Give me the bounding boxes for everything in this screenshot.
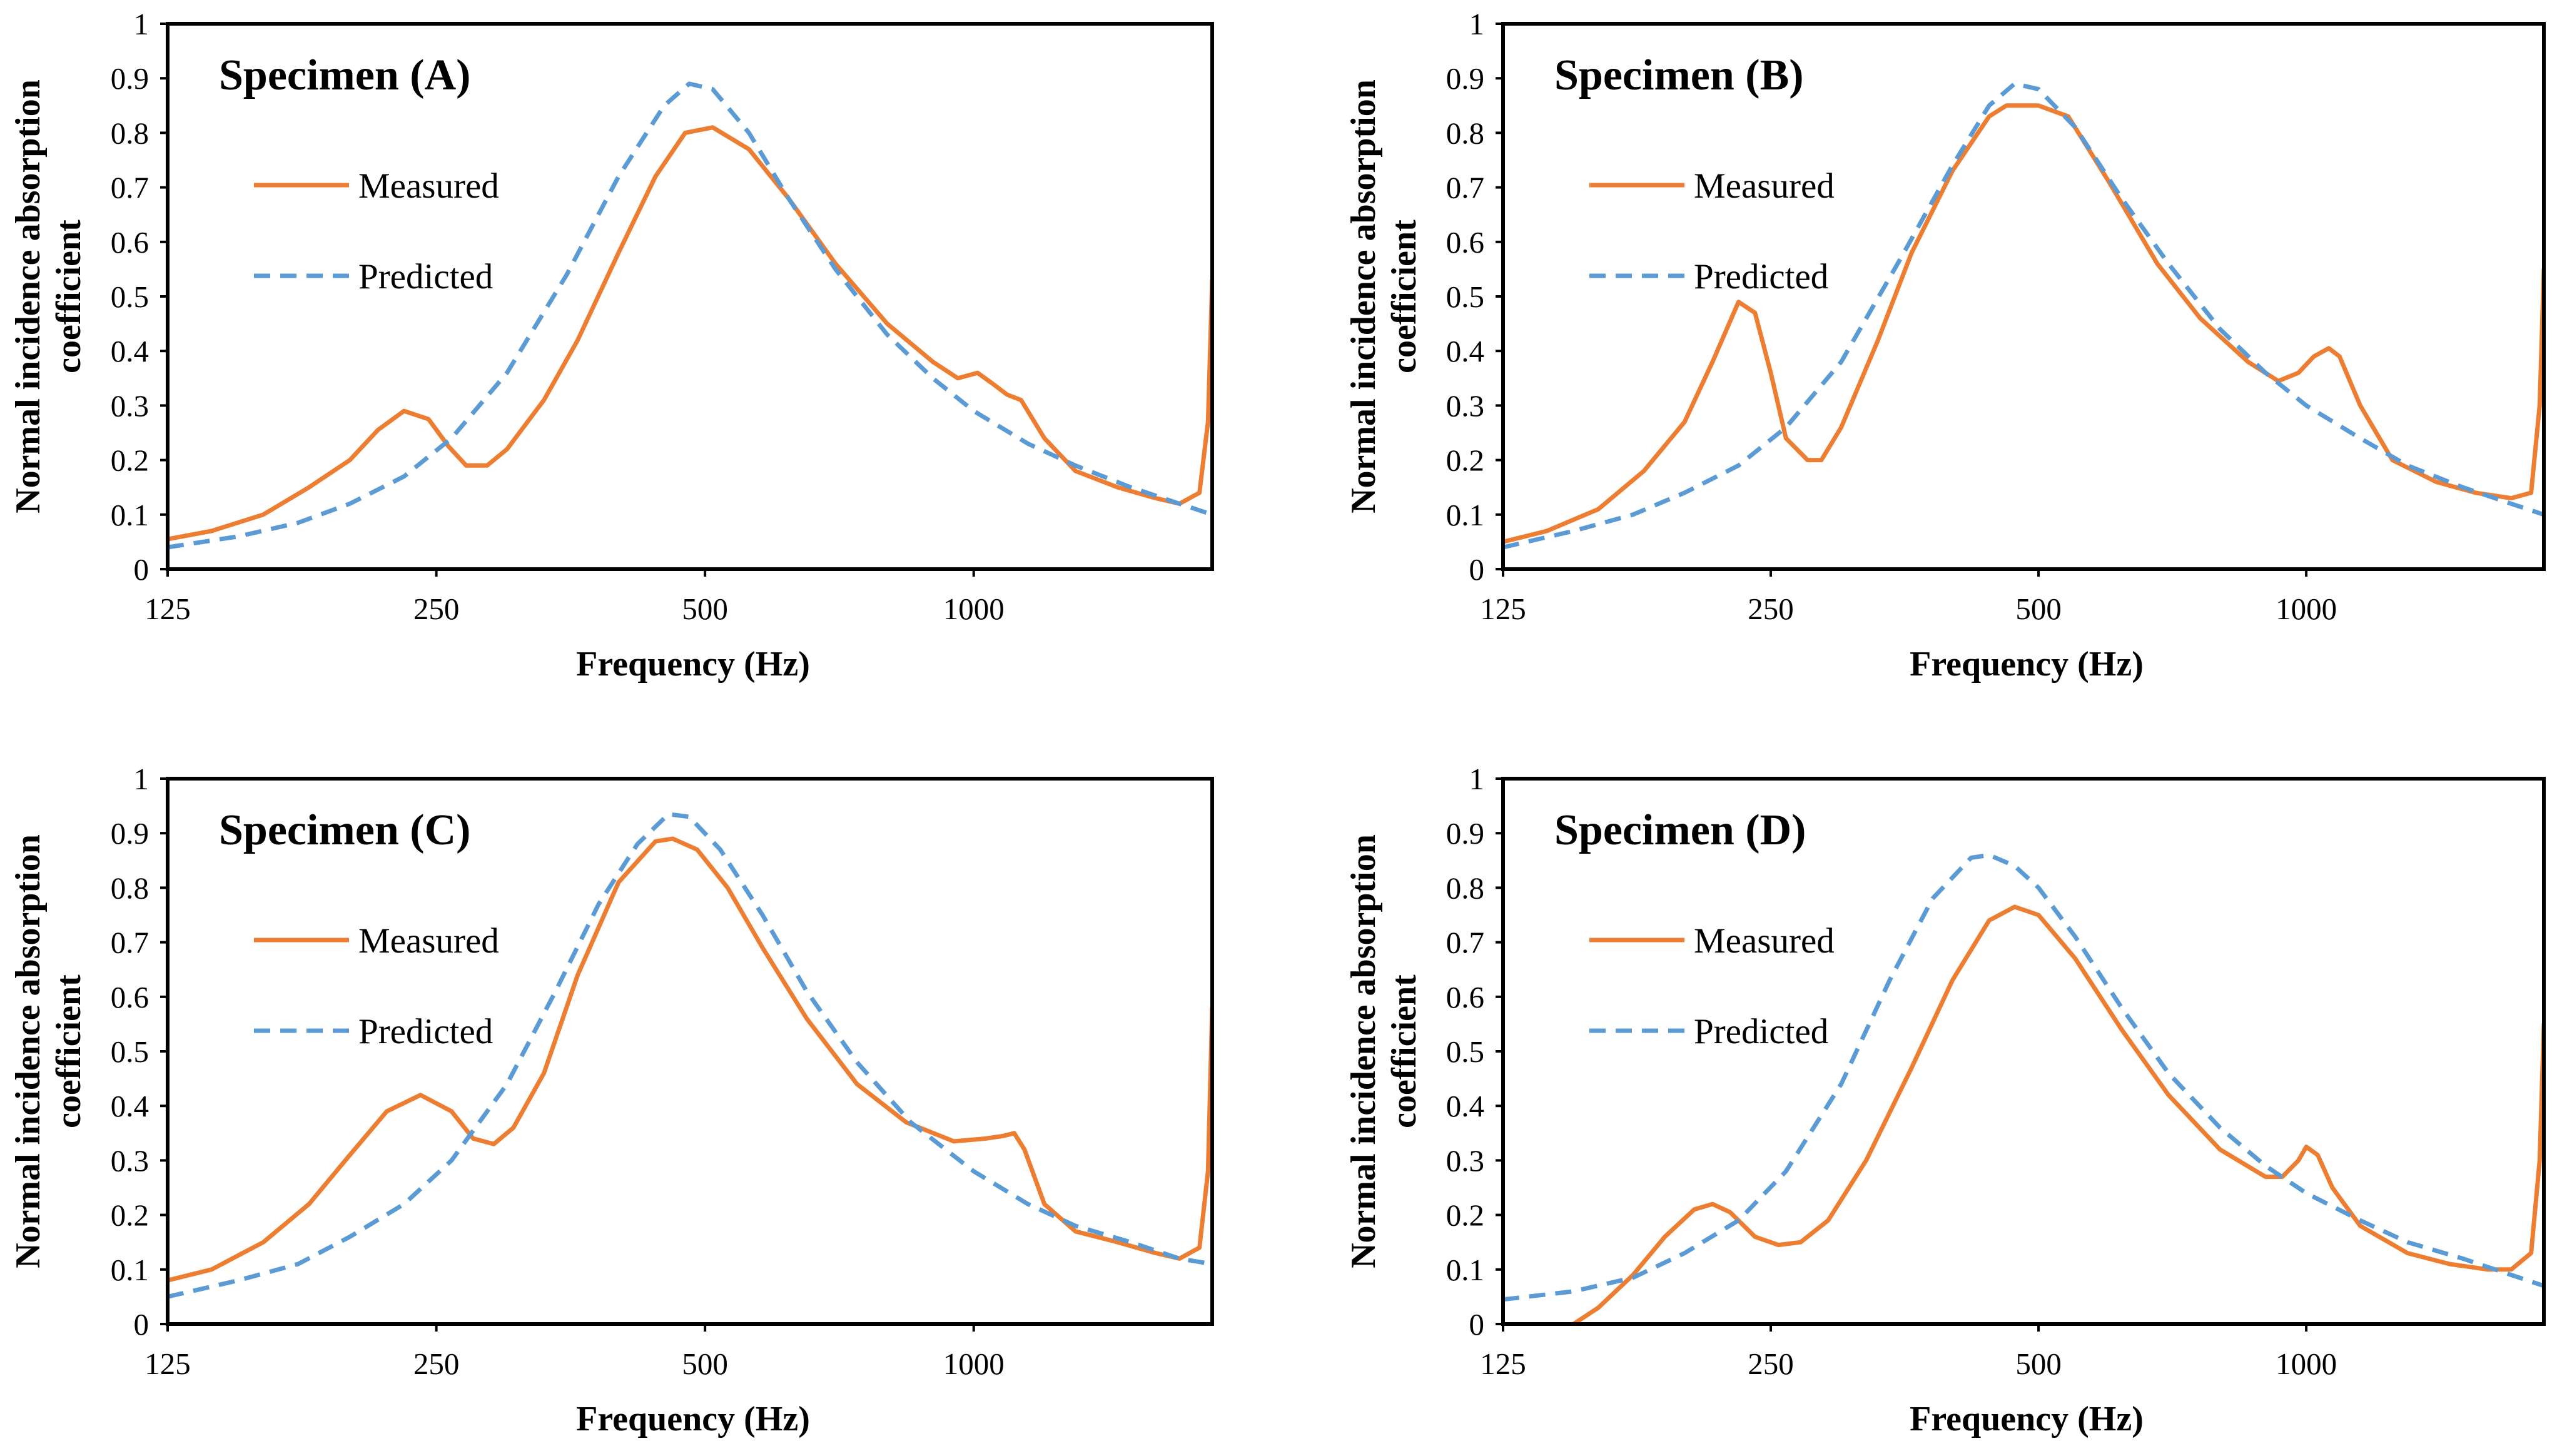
- x-axis-title: Frequency (Hz): [576, 1400, 810, 1438]
- legend-label-predicted: Predicted: [1694, 257, 1828, 296]
- y-tick-label: 0.8: [111, 116, 149, 150]
- x-tick-label: 250: [413, 1347, 460, 1381]
- x-tick-label: 500: [2015, 1347, 2062, 1381]
- panel-title: Specimen (A): [219, 51, 470, 99]
- y-tick-label: 0.6: [111, 980, 149, 1014]
- y-tick-label: 0.7: [111, 171, 149, 205]
- panel-title: Specimen (B): [1554, 51, 1804, 99]
- y-tick-label: 0.5: [111, 1034, 149, 1069]
- chart-panel-d: 0 0.1 0.2 0.3 0.4 0.5 0.6 0.7 0.8 0.9 1 125 250 500 10…: [1344, 762, 2546, 1438]
- y-axis-title: Normal incidence absorption: [1344, 834, 1383, 1268]
- panel-title: Specimen (C): [219, 806, 470, 854]
- y-tick-label: 0.7: [1446, 171, 1484, 205]
- y-tick-label: 0.5: [1446, 280, 1484, 314]
- y-axis-title: Normal incidence absorption: [9, 834, 48, 1268]
- y-tick-label: 0.9: [1446, 61, 1484, 96]
- x-tick-label: 250: [413, 592, 460, 626]
- series-line-predicted: [1503, 81, 2544, 550]
- y-tick-label: 0.9: [1446, 816, 1484, 851]
- series-line-predicted: [168, 812, 1212, 1299]
- legend-label-predicted: Predicted: [358, 1012, 493, 1051]
- x-axis-title: Frequency (Hz): [576, 645, 810, 684]
- panel-title: Specimen (D): [1554, 806, 1806, 854]
- x-tick-label: 500: [682, 592, 728, 626]
- y-tick-label: 0.3: [111, 388, 149, 423]
- y-tick-label: 1: [134, 7, 149, 41]
- chart-panel-b: 0 0.1 0.2 0.3 0.4 0.5 0.6 0.7 0.8 0.9 1 125 250 500 10…: [1344, 7, 2546, 684]
- y-tick-label: 0.3: [1446, 1143, 1484, 1178]
- y-tick-label: 0.2: [111, 1198, 149, 1233]
- x-tick-label: 250: [1748, 592, 1794, 626]
- x-axis-title: Frequency (Hz): [1910, 645, 2144, 684]
- y-tick-label: 0.7: [1446, 926, 1484, 960]
- plot-frame: [166, 22, 1214, 571]
- y-tick-label: 0.4: [1446, 334, 1484, 368]
- plot-frame: [166, 777, 1214, 1326]
- x-tick-label: 125: [1480, 592, 1526, 626]
- series-line-measured: [1571, 904, 2544, 1324]
- x-tick-label: 1000: [943, 592, 1005, 626]
- y-tick-label: 1: [134, 762, 149, 796]
- legend-label-measured: Measured: [1694, 921, 1835, 961]
- y-tick-label: 0.6: [1446, 980, 1484, 1014]
- y-axis-title-line-2: coefficient: [49, 220, 88, 373]
- series-line-measured: [168, 125, 1212, 542]
- x-axis-title: Frequency (Hz): [1910, 1400, 2144, 1438]
- y-tick-label: 0.8: [111, 871, 149, 905]
- y-axis-title-line-2: coefficient: [49, 974, 88, 1128]
- x-tick-label: 500: [2015, 592, 2062, 626]
- legend-label-measured: Measured: [358, 166, 499, 206]
- y-tick-label: 0.4: [111, 1089, 149, 1123]
- x-tick-label: 500: [682, 1347, 728, 1381]
- x-tick-label: 250: [1748, 1347, 1794, 1381]
- y-tick-label: 0.1: [111, 498, 149, 532]
- series-line-measured: [1503, 103, 2544, 544]
- y-tick-label: 0.4: [1446, 1089, 1484, 1123]
- series-line-predicted: [1503, 852, 2544, 1302]
- x-tick-label: 1000: [2276, 592, 2337, 626]
- y-tick-label: 0.5: [1446, 1034, 1484, 1069]
- legend-label-measured: Measured: [1694, 166, 1835, 206]
- y-tick-label: 0.9: [111, 61, 149, 96]
- y-tick-label: 0.8: [1446, 116, 1484, 150]
- y-axis-title: Normal incidence absorption: [9, 79, 48, 513]
- y-tick-label: 0: [134, 1307, 149, 1342]
- x-tick-label: 125: [1480, 1347, 1526, 1381]
- y-tick-label: 0.1: [1446, 1253, 1484, 1287]
- chart-panel-a: 0 0.1 0.2 0.3 0.4 0.5 0.6 0.7 0.8 0.9 1 125 250 500 10…: [9, 7, 1214, 684]
- y-tick-label: 0.8: [1446, 871, 1484, 905]
- y-tick-label: 0.3: [111, 1143, 149, 1178]
- x-tick-label: 125: [144, 592, 191, 626]
- chart-panel-c: 0 0.1 0.2 0.3 0.4 0.5 0.6 0.7 0.8 0.9 1 125 250 500 10…: [9, 762, 1214, 1438]
- y-axis-title-line-2: coefficient: [1385, 974, 1424, 1128]
- y-tick-label: 0.7: [111, 926, 149, 960]
- y-tick-label: 0.3: [1446, 388, 1484, 423]
- legend-label-measured: Measured: [358, 921, 499, 961]
- y-tick-label: 0.6: [111, 225, 149, 260]
- y-tick-label: 0.5: [111, 280, 149, 314]
- series-line-predicted: [168, 81, 1212, 550]
- y-tick-label: 0.2: [1446, 1198, 1484, 1233]
- x-tick-label: 1000: [2276, 1347, 2337, 1381]
- y-axis-title-line-2: coefficient: [1385, 220, 1424, 373]
- x-tick-label: 125: [144, 1347, 191, 1381]
- x-tick-label: 1000: [943, 1347, 1005, 1381]
- y-tick-label: 1: [1469, 762, 1485, 796]
- y-tick-label: 0.2: [111, 443, 149, 478]
- legend-label-predicted: Predicted: [358, 257, 493, 296]
- y-tick-label: 0: [1469, 552, 1485, 587]
- y-tick-label: 0.1: [111, 1253, 149, 1287]
- y-tick-label: 1: [1469, 7, 1485, 41]
- series-line-measured: [168, 836, 1212, 1283]
- y-tick-label: 0: [1469, 1307, 1485, 1342]
- y-tick-label: 0.1: [1446, 498, 1484, 532]
- y-tick-label: 0.2: [1446, 443, 1484, 478]
- y-tick-label: 0.4: [111, 334, 149, 368]
- y-tick-label: 0.6: [1446, 225, 1484, 260]
- y-axis-title: Normal incidence absorption: [1344, 79, 1383, 513]
- y-tick-label: 0.9: [111, 816, 149, 851]
- y-tick-label: 0: [134, 552, 149, 587]
- legend-label-predicted: Predicted: [1694, 1012, 1828, 1051]
